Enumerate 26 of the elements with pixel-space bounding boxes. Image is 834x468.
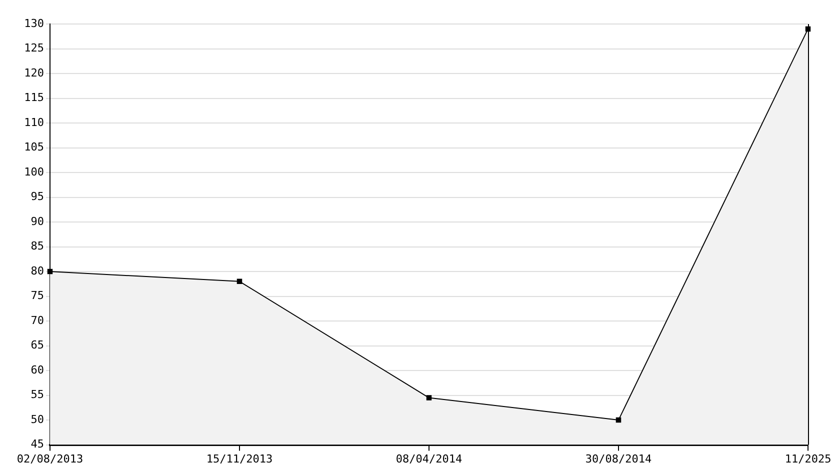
point xyxy=(236,278,242,284)
point xyxy=(426,395,432,400)
y-tick-label: 115 xyxy=(24,91,44,104)
y-tick-label: 45 xyxy=(30,438,44,451)
y-tick-label: 80 xyxy=(30,264,44,278)
y-tick-label: 100 xyxy=(24,165,44,178)
y-tick-label: 90 xyxy=(30,214,44,228)
y-tick-label: 125 xyxy=(24,42,44,55)
y-tick-label: 110 xyxy=(24,116,44,129)
y-tick-label: 50 xyxy=(30,412,44,426)
x-tick-label: 02/08/2013 xyxy=(16,452,84,466)
point xyxy=(616,417,622,423)
y-tick-label: 95 xyxy=(30,190,44,204)
y-tick-label: 130 xyxy=(24,16,44,30)
y-tick-label: 65 xyxy=(30,338,44,352)
y-tick-label: 75 xyxy=(30,289,44,302)
y-tick-label: 60 xyxy=(30,363,44,376)
y-tick-label: 55 xyxy=(30,388,44,402)
x-tick-label: 08/04/2014 xyxy=(396,452,462,466)
x-tick-label: 11/2025 xyxy=(784,452,832,466)
y-tick-label: 105 xyxy=(24,140,44,154)
y-tick-label: 120 xyxy=(24,66,44,80)
y-tick-label: 70 xyxy=(30,314,44,327)
y-tick-label: 85 xyxy=(30,240,44,253)
x-tick-label: 30/08/2014 xyxy=(585,452,652,466)
x-tick-label: 15/11/2013 xyxy=(206,452,273,466)
